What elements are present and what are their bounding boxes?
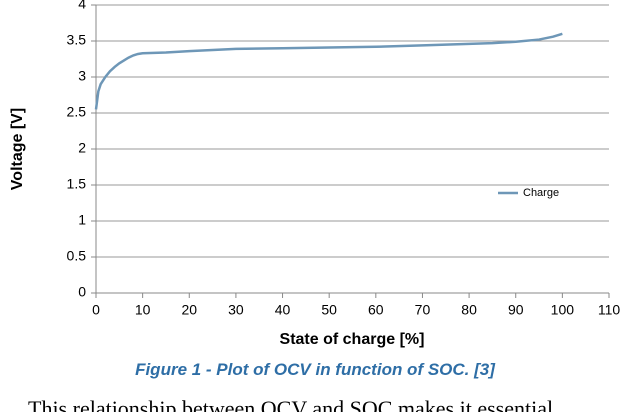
body-text: This relationship between OCV and SOC ma…: [28, 396, 554, 412]
y-tick-label: 2.5: [67, 104, 87, 120]
y-tick-label: 1.5: [67, 176, 87, 192]
x-tick-label: 40: [275, 302, 291, 318]
x-tick-label: 110: [598, 302, 621, 318]
x-tick-label: 30: [228, 302, 244, 318]
line-series: [94, 32, 563, 110]
x-tick-label: 60: [368, 302, 384, 318]
x-tick-label: 100: [551, 302, 575, 318]
caption: Figure 1 - Plot of OCV in function of SO…: [135, 360, 495, 379]
legend-label: Charge: [523, 187, 559, 199]
y-tick-label: 0: [78, 284, 86, 300]
y-tick-label: 4: [78, 0, 86, 12]
x-tick-label: 10: [135, 302, 151, 318]
x-tick-label: 80: [461, 302, 477, 318]
x-tick-label: 90: [508, 302, 524, 318]
x-tick-label: 50: [321, 302, 337, 318]
y-tick-label: 1: [78, 212, 86, 228]
x-tick-label: 0: [92, 302, 100, 318]
chart: Voltage [V] State of charge [%] 0 0.5 1 1.5…: [9, 0, 621, 348]
y-axis-label: Voltage [V]: [9, 108, 26, 190]
y-tick-label: 3: [78, 68, 86, 84]
y-tick-label: 0.5: [67, 248, 87, 264]
x-tick-label: 70: [415, 302, 431, 318]
x-axis-label: State of charge [%]: [280, 331, 425, 348]
x-tick-label: 20: [181, 302, 197, 318]
y-tick-label: 3.5: [67, 32, 87, 48]
y-tick-label: 2: [78, 140, 86, 156]
